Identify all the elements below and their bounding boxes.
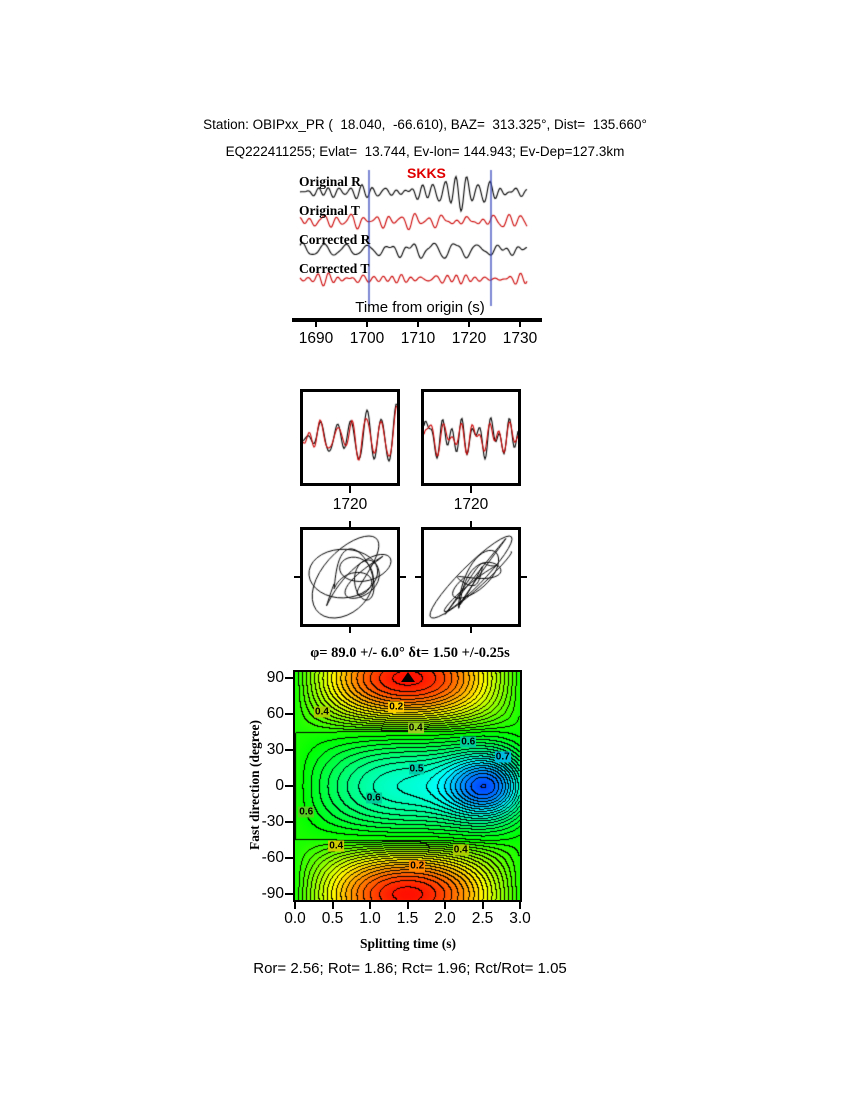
contour-xtick	[294, 902, 296, 909]
particle-edge-tick	[349, 521, 351, 527]
time-axis-tick-label: 1730	[502, 330, 538, 347]
contour-annotation: 0.4	[314, 706, 330, 718]
contour-xtick	[369, 902, 371, 909]
zoom-xtick	[349, 486, 351, 493]
contour-annotation: 0.4	[452, 844, 469, 856]
zoom-panel-right-box	[421, 389, 521, 486]
particle-edge-tick	[521, 576, 527, 578]
contour-heatmap-canvas	[295, 672, 520, 900]
contour-annotation: 0.2	[388, 701, 405, 713]
particle-edge-tick	[415, 576, 421, 578]
time-axis-tick-label: 1710	[400, 330, 436, 347]
time-axis-tick	[315, 322, 317, 327]
contour-xtick-label: 1.5	[396, 910, 419, 927]
contour-ytick-label: 60	[266, 705, 284, 722]
particle-edge-tick	[294, 576, 300, 578]
particle-left-canvas	[303, 530, 397, 624]
particle-right-canvas	[424, 530, 518, 624]
contour-ytick-label: -60	[261, 849, 284, 866]
particle-right-box	[421, 527, 521, 627]
zoom-xtick	[470, 486, 472, 493]
contour-xtick-label: 3.0	[509, 910, 531, 927]
zoom-panel-left-box	[300, 389, 400, 486]
particle-edge-tick	[470, 521, 472, 527]
particle-left-box	[300, 527, 400, 627]
contour-ytick	[285, 785, 293, 787]
contour-annotation: 0.7	[494, 751, 511, 763]
contour-xtick-label: 2.5	[471, 910, 494, 927]
contour-xtick-label: 2.0	[434, 910, 456, 927]
contour-xtick	[406, 902, 409, 909]
contour-xtick	[481, 902, 484, 909]
particle-edge-tick	[400, 576, 406, 578]
waveform-traces-canvas	[290, 156, 535, 308]
contour-xtick-label: 0.0	[284, 910, 306, 927]
contour-xtick-label: 1.0	[359, 910, 381, 927]
zoom-right-canvas	[424, 392, 518, 483]
contour-xtick-label: 0.5	[321, 910, 344, 927]
time-axis-tick-label: 1690	[298, 330, 334, 347]
contour-xtick	[331, 902, 334, 909]
station-info-line: Station: OBIPxx_PR ( 18.040, -66.610), B…	[203, 117, 647, 132]
contour-ytick	[285, 713, 293, 715]
time-axis-tick	[366, 322, 368, 327]
trace-label-corrected-r: Corrected R	[299, 232, 371, 247]
zoom-left-canvas	[303, 392, 397, 483]
time-axis-tick-label: 1720	[451, 330, 487, 347]
contour-annotation: 0.2	[409, 860, 426, 872]
trace-label-corrected-t: Corrected T	[299, 261, 370, 276]
zoom-xtick-label: 1720	[453, 496, 489, 513]
contour-ytick-label: 30	[266, 741, 284, 758]
time-axis-tick	[468, 322, 470, 327]
contour-annotation: 0.6	[298, 806, 315, 818]
best-solution-marker	[400, 672, 415, 682]
trace-label-original-t: Original T	[299, 203, 360, 218]
time-axis-title: Time from origin (s)	[355, 299, 485, 316]
time-axis-line	[292, 318, 542, 322]
contour-annotation: 0.4	[407, 722, 424, 734]
contour-annotation: 0.5	[408, 763, 425, 775]
contour-annotation: 0.6	[460, 736, 477, 748]
contour-frame	[293, 670, 522, 902]
contour-annotation: 0.6	[365, 792, 382, 804]
contour-ytick	[285, 677, 293, 679]
trace-label-original-r: Original R	[299, 174, 361, 189]
particle-edge-tick	[470, 627, 472, 633]
contour-annotation: 0.4	[328, 840, 345, 852]
zoom-xtick-label: 1720	[332, 496, 368, 513]
contour-xtick	[444, 902, 446, 909]
contour-xtick	[519, 902, 521, 909]
particle-edge-tick	[349, 627, 351, 633]
contour-ytick	[285, 893, 293, 895]
contour-title: φ= 89.0 +/- 6.0° δt= 1.50 +/-0.25s	[310, 645, 510, 661]
contour-ytick-label: 0	[275, 777, 284, 794]
contour-ytick-label: -90	[261, 885, 284, 902]
time-axis-tick	[417, 322, 419, 327]
time-axis-tick-label: 1700	[349, 330, 385, 347]
contour-ytick-label: -30	[261, 813, 284, 830]
contour-ytick	[285, 749, 293, 751]
contour-xlabel: Splitting time (s)	[360, 936, 456, 951]
result-summary-line: Ror= 2.56; Rot= 1.86; Rct= 1.96; Rct/Rot…	[253, 960, 567, 977]
event-info-line: EQ222411255; Evlat= 13.744, Ev-lon= 144.…	[225, 144, 625, 159]
contour-ytick	[285, 857, 293, 859]
phase-label: SKKS	[407, 165, 446, 181]
contour-ytick	[285, 821, 293, 823]
time-axis-tick	[519, 322, 521, 327]
contour-ytick-label: 90	[266, 669, 284, 686]
